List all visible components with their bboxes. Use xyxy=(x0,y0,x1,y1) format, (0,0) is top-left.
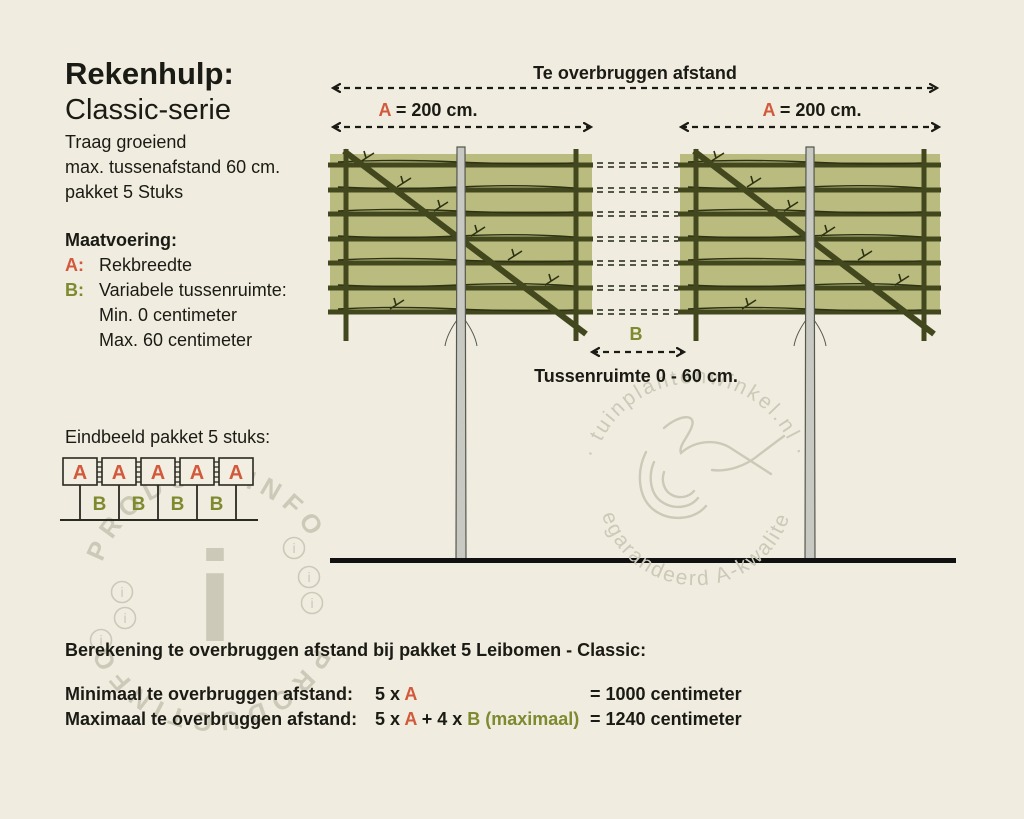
a-value-right: = 200 cm. xyxy=(774,100,862,120)
calculation-row: Maximaal te overbruggen afstand: 5 x A + … xyxy=(65,709,965,735)
eindbeeld-diagram: A A A A AB B B B xyxy=(60,457,258,521)
calc-row-formula: 5 x A + 4 x B (maximaal) xyxy=(375,709,579,730)
formula-part-plain: 5 x xyxy=(375,684,405,704)
maatvoering-row-a: A: Rekbreedte xyxy=(65,253,192,278)
calc-row-label: Maximaal te overbruggen afstand: xyxy=(65,709,358,729)
formula-part-a: A xyxy=(404,684,418,704)
info-badge-icon: i xyxy=(89,628,113,652)
info-i-glyph: i xyxy=(197,526,233,669)
a-letter-left: A xyxy=(378,100,391,120)
info-badge-icon: i xyxy=(300,591,324,615)
page-title: Rekenhulp: xyxy=(65,56,234,91)
tree-trunk xyxy=(804,146,816,561)
svg-text:i: i xyxy=(120,584,123,600)
svg-text:i: i xyxy=(99,632,102,648)
a-dimension-label-right: A = 200 cm. xyxy=(763,98,862,123)
maat-sub-max: Max. 60 centimeter xyxy=(99,330,253,350)
eindbeeld-heading: Eindbeeld pakket 5 stuks: xyxy=(65,427,271,447)
trellis-right xyxy=(678,146,941,561)
series-note-package: pakket 5 Stuks xyxy=(65,182,184,202)
info-badge-icon: i xyxy=(110,580,134,604)
svg-text:A: A xyxy=(112,462,126,484)
formula-part-plain: 5 x xyxy=(375,709,405,729)
info-badge-icon: i xyxy=(297,565,321,589)
maat-text-b: Variabele tussenruimte: xyxy=(99,280,287,300)
svg-text:i: i xyxy=(310,595,313,611)
top-arrow-label: Te overbruggen afstand xyxy=(533,63,737,83)
calc-row-result: = 1240 centimeter xyxy=(590,709,742,729)
maat-text-a: Rekbreedte xyxy=(99,255,193,275)
svg-text:A: A xyxy=(73,462,87,484)
trellis-left xyxy=(328,146,593,561)
eindbeeld-group: A A A A AB B B B xyxy=(60,457,258,521)
svg-text:i: i xyxy=(123,610,126,626)
calc-row-result: = 1000 centimeter xyxy=(590,684,742,704)
maat-key-a: A: xyxy=(65,255,84,275)
formula-part-a: A xyxy=(404,709,417,729)
series-note-growth: Traag groeiend xyxy=(65,132,187,152)
maat-key-b: B: xyxy=(65,280,84,300)
b-gap-label: B xyxy=(132,494,146,515)
series-note-spacing: max. tussenafstand 60 cm. xyxy=(65,157,281,177)
connection-dashes xyxy=(597,162,678,315)
info-badge-icon: i xyxy=(282,536,306,560)
a-letter-right: A xyxy=(762,100,775,120)
calc-row-label: Minimaal te overbruggen afstand: xyxy=(65,684,354,704)
a-value-left: = 200 cm. xyxy=(390,100,478,120)
maatvoering-heading: Maatvoering: xyxy=(65,230,178,250)
maat-sub-min: Min. 0 centimeter xyxy=(99,305,238,325)
thumbs-up-icon xyxy=(638,416,786,519)
b-gap-label: B xyxy=(210,494,224,515)
formula-part-plain: + 4 x xyxy=(416,709,468,729)
b-gap-label: B xyxy=(93,494,107,515)
series-subtitle: Classic-serie xyxy=(65,94,231,126)
calc-row-formula: 5 x A xyxy=(375,684,417,705)
svg-text:A: A xyxy=(229,462,243,484)
svg-text:A: A xyxy=(190,462,204,484)
svg-text:A: A xyxy=(151,462,165,484)
calculation-heading: Berekening te overbruggen afstand bij pa… xyxy=(65,640,647,660)
svg-text:i: i xyxy=(307,569,310,585)
maatvoering-row-b: B: Variabele tussenruimte: xyxy=(65,278,287,303)
b-gap-label: B xyxy=(171,494,185,515)
svg-text:i: i xyxy=(292,540,295,556)
info-badge-icon: i xyxy=(113,606,137,630)
gap-label: Tussenruimte 0 - 60 cm. xyxy=(534,366,738,386)
tree-trunk xyxy=(455,146,467,561)
a-dimension-label-left: A = 200 cm. xyxy=(379,98,478,123)
b-dimension-label: B xyxy=(629,324,643,344)
formula-part-b: B (maximaal) xyxy=(467,709,580,729)
a-box xyxy=(179,457,215,486)
calculation-row: Minimaal te overbruggen afstand: 5 x A = 1… xyxy=(65,684,965,710)
ground-line xyxy=(330,558,956,563)
